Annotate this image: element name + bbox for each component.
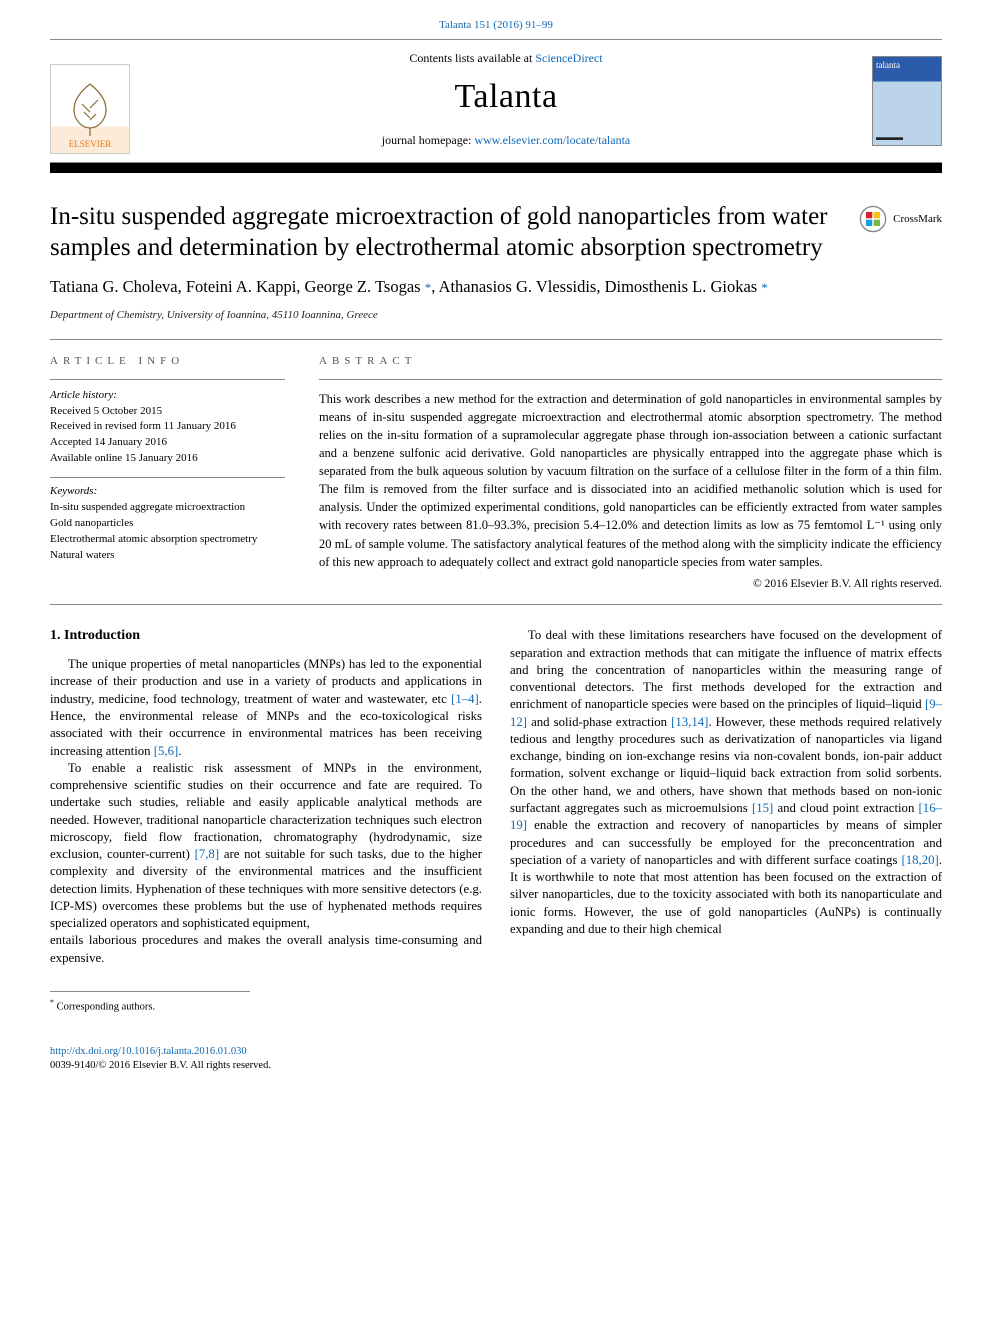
authors-part-1: Tatiana G. Choleva, Foteini A. Kappi, Ge… — [50, 277, 421, 296]
crossmark-label: CrossMark — [893, 212, 942, 227]
abstract-copyright: © 2016 Elsevier B.V. All rights reserved… — [319, 577, 942, 593]
cover-word: talanta — [876, 59, 938, 71]
history-accepted: Accepted 14 January 2016 — [50, 436, 167, 448]
corresponding-footnote: * Corresponding authors. — [50, 991, 250, 1015]
crossmark-icon — [859, 205, 887, 233]
elsevier-logo: ELSEVIER — [50, 64, 130, 154]
history-heading: Article history: — [50, 389, 117, 401]
ref-link[interactable]: [7,8] — [195, 847, 220, 861]
body-paragraph: To enable a realistic risk assessment of… — [50, 760, 482, 933]
ref-link[interactable]: [1–4] — [451, 692, 479, 706]
journal-cover-area: talanta ▬▬▬ — [842, 40, 942, 162]
body-text: and solid-phase extraction — [527, 715, 671, 729]
ref-link[interactable]: [5,6] — [154, 744, 179, 758]
masthead: ELSEVIER Contents lists available at Sci… — [50, 39, 942, 163]
divider — [50, 604, 942, 605]
divider — [319, 379, 942, 380]
corresponding-marker-icon[interactable]: * — [761, 280, 768, 295]
cover-graphic: ▬▬▬ — [876, 131, 938, 143]
history-revised: Received in revised form 11 January 2016 — [50, 420, 236, 432]
ref-link[interactable]: [15] — [752, 801, 773, 815]
keyword: Gold nanoparticles — [50, 517, 133, 529]
homepage-link[interactable]: www.elsevier.com/locate/talanta — [474, 133, 630, 147]
body-text: . However, these methods required relati… — [510, 715, 942, 815]
footnote-marker-icon: * — [50, 998, 54, 1007]
affiliation: Department of Chemistry, University of I… — [50, 308, 942, 323]
body-paragraph: The unique properties of metal nanoparti… — [50, 656, 482, 760]
keyword: In-situ suspended aggregate microextract… — [50, 501, 245, 513]
top-citation: Talanta 151 (2016) 91–99 — [0, 0, 992, 39]
ref-link[interactable]: [18,20] — [901, 853, 938, 867]
body-paragraph: entails laborious procedures and makes t… — [50, 932, 482, 967]
keywords-heading: Keywords: — [50, 485, 97, 497]
page-footer: http://dx.doi.org/10.1016/j.talanta.2016… — [50, 1045, 942, 1074]
journal-name: Talanta — [170, 74, 842, 120]
abstract-label: abstract — [319, 354, 942, 369]
citation-link[interactable]: Talanta 151 (2016) 91–99 — [439, 19, 553, 31]
divider — [50, 477, 285, 478]
keyword: Electrothermal atomic absorption spectro… — [50, 533, 257, 545]
journal-cover: talanta ▬▬▬ — [872, 56, 942, 146]
keyword: Natural waters — [50, 549, 114, 561]
body-text: enable the extraction and recovery of na… — [510, 818, 942, 867]
elsevier-tree-icon — [60, 78, 120, 138]
authors: Tatiana G. Choleva, Foteini A. Kappi, Ge… — [50, 276, 870, 298]
section-heading: 1. Introduction — [50, 627, 482, 646]
homepage-line: journal homepage: www.elsevier.com/locat… — [170, 132, 842, 148]
homepage-label: journal homepage: — [382, 133, 475, 147]
doi-link[interactable]: http://dx.doi.org/10.1016/j.talanta.2016… — [50, 1046, 247, 1057]
authors-part-2: , Athanasios G. Vlessidis, Dimosthenis L… — [431, 277, 757, 296]
body-paragraph: To deal with these limitations researche… — [510, 627, 942, 938]
article-info-label: article info — [50, 354, 285, 369]
divider — [50, 379, 285, 380]
history-block: Article history: Received 5 October 2015… — [50, 388, 285, 564]
body-text: . — [178, 744, 181, 758]
ref-link[interactable]: [13,14] — [671, 715, 708, 729]
article-title: In-situ suspended aggregate microextract… — [50, 201, 830, 264]
body-text: To deal with these limitations researche… — [510, 628, 942, 711]
history-online: Available online 15 January 2016 — [50, 452, 198, 464]
issn-line: 0039-9140/© 2016 Elsevier B.V. All right… — [50, 1060, 271, 1071]
keywords-block: Keywords: In-situ suspended aggregate mi… — [50, 484, 285, 564]
abstract-block: abstract This work describes a new metho… — [319, 340, 942, 593]
contents-line: Contents lists available at ScienceDirec… — [170, 50, 842, 66]
body-columns: 1. Introduction The unique properties of… — [50, 627, 942, 967]
crossmark-badge[interactable]: CrossMark — [859, 205, 942, 233]
publisher-logo-area: ELSEVIER — [50, 40, 170, 162]
abstract-text: This work describes a new method for the… — [319, 390, 942, 571]
article-info: article info Article history: Received 5… — [50, 340, 285, 593]
body-text: The unique properties of metal nanoparti… — [50, 657, 482, 706]
history-received: Received 5 October 2015 — [50, 405, 162, 417]
masthead-center: Contents lists available at ScienceDirec… — [170, 40, 842, 162]
body-text: and cloud point extraction — [773, 801, 918, 815]
elsevier-label: ELSEVIER — [69, 138, 112, 150]
article-header: CrossMark In-situ suspended aggregate mi… — [50, 201, 942, 323]
meta-row: article info Article history: Received 5… — [50, 340, 942, 593]
article-history: Article history: Received 5 October 2015… — [50, 388, 285, 468]
contents-label: Contents lists available at — [409, 51, 535, 65]
masthead-bottom-bar — [50, 163, 942, 173]
sciencedirect-link[interactable]: ScienceDirect — [535, 51, 602, 65]
corresponding-note: Corresponding authors. — [57, 1002, 156, 1013]
